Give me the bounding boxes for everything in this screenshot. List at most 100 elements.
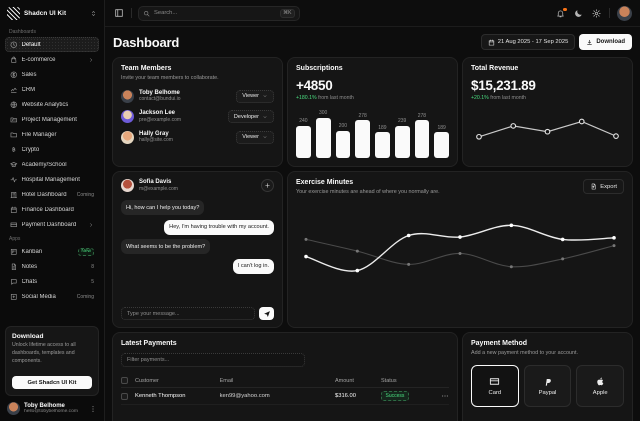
chat-message-received: What seems to be the problem? (121, 239, 211, 255)
sidebar-item-label: Hospital Management (21, 176, 80, 183)
sidebar-item-label: Project Management (21, 116, 77, 123)
payments-table-header: Customer Email Amount Status (121, 374, 449, 388)
column-header-status[interactable]: Status (381, 377, 397, 384)
team-member-row: Jackson Lee pre@example.com Developer (121, 110, 274, 124)
chevron-right-icon (88, 222, 94, 228)
file-text-icon (10, 263, 18, 271)
chat-contact-avatar (121, 179, 134, 192)
member-role-select[interactable]: Developer (227, 110, 274, 124)
total-revenue-card: Total Revenue $15,231.89 +20.1% from las… (462, 57, 633, 167)
sidebar-item-hospital-management[interactable]: Hospital Management (5, 172, 99, 187)
chat-contact-name: Sofia Davis (139, 179, 172, 186)
bar (414, 120, 430, 158)
sidebar-item-label: Crypto (21, 146, 40, 153)
sidebar-item-sales[interactable]: Sales (5, 67, 99, 82)
filter-payments-input[interactable] (121, 353, 305, 367)
clock-icon (10, 41, 18, 49)
date-range-picker[interactable]: 21 Aug 2025 - 17 Sep 2025 (480, 34, 576, 50)
subscriptions-value: +4850 (296, 78, 333, 93)
column-header-customer[interactable]: Customer (135, 377, 159, 384)
settings-button[interactable] (591, 8, 602, 19)
sidebar-item-hotel-dashboard[interactable]: Hotel Dashboard Coming (5, 187, 99, 202)
team-member-row: Toby Belhome contact@bundui.io Viewer (121, 89, 274, 103)
payment-method-label: Card (488, 390, 502, 397)
exercise-line-chart (304, 223, 616, 273)
sidebar-item-label: Sales (21, 71, 37, 78)
bar (315, 117, 331, 158)
global-search[interactable]: ⌘K (138, 5, 300, 21)
chevron-down-icon (262, 114, 268, 120)
sidebar-item-website-analytics[interactable]: Website Analytics (5, 97, 99, 112)
bar-value-label: 200 (338, 123, 348, 130)
column-header-amount[interactable]: Amount (335, 377, 354, 384)
status-badge: Success (381, 391, 409, 401)
new-chat-button[interactable] (261, 179, 274, 192)
export-icon (590, 183, 597, 190)
send-icon (263, 310, 271, 318)
bitcoin-icon (10, 146, 18, 154)
sidebar-toggle-button[interactable] (113, 7, 125, 19)
sidebar-item-chats[interactable]: Chats 5 (5, 274, 99, 289)
calendar-icon (10, 206, 18, 214)
payment-method-card: Payment Method Add a new payment method … (462, 332, 633, 421)
search-input[interactable] (154, 10, 276, 16)
team-member-row: Hally Gray hally@site.com Viewer (121, 130, 274, 144)
sidebar-item-finance-dashboard[interactable]: Finance Dashboard (5, 202, 99, 217)
search-icon (143, 10, 150, 17)
sidebar-item-label: CRM (21, 86, 36, 93)
sidebar-item-social-media[interactable]: Social Media Coming (5, 289, 99, 304)
main-area: ⌘K Dashboard (105, 0, 640, 421)
sidebar-item-kanban[interactable]: Kanban New (5, 244, 99, 259)
member-role-select[interactable]: Viewer (236, 89, 274, 103)
row-checkbox[interactable] (121, 392, 128, 400)
chat-message-input[interactable] (121, 307, 255, 320)
sidebar-item-label: E-commerce (21, 56, 56, 63)
notifications-button[interactable] (555, 7, 567, 19)
payment-method-paypal[interactable]: Paypal (523, 365, 572, 408)
sidebar-item-meta: Coming (76, 293, 94, 300)
topbar: ⌘K (105, 0, 640, 27)
sidebar-item-file-manager[interactable]: File Manager (5, 127, 99, 142)
topbar-avatar[interactable] (617, 5, 632, 21)
sidebar-user[interactable]: Toby Belhome hello@tobybelhome.com (5, 396, 99, 416)
sidebar-item-crm[interactable]: CRM (5, 82, 99, 97)
sidebar-item-project-management[interactable]: Project Management (5, 112, 99, 127)
bar-value-label: 239 (397, 118, 407, 125)
sidebar-item-label: Academy/School (21, 161, 67, 168)
sidebar-item-payment-dashboard[interactable]: Payment Dashboard (5, 217, 99, 232)
subscriptions-change: +180.1% from last month (296, 94, 354, 101)
payment-method-apple[interactable]: Apple (576, 365, 624, 408)
bar-column: 239 (394, 106, 410, 158)
folder-icon (10, 131, 18, 139)
subscriptions-title: Subscriptions (296, 65, 343, 72)
sidebar-item-notes[interactable]: Notes 8 (5, 259, 99, 274)
exercise-minutes-card: Exercise Minutes Your exercise minutes a… (287, 171, 633, 328)
sidebar-item-default[interactable]: Default (5, 37, 99, 52)
download-report-button[interactable]: Download (579, 34, 632, 50)
payment-method-card[interactable]: Card (471, 365, 519, 408)
new-badge: New (78, 247, 94, 256)
member-role-label: Viewer (242, 134, 259, 141)
chat-contact-email: m@example.com (139, 185, 178, 192)
sidebar: Shadcn UI Kit Dashboards Default E-commerc… (0, 0, 105, 421)
bar-value-label: 300 (318, 110, 328, 116)
column-header-email[interactable]: Email (219, 377, 234, 384)
sidebar-item-academy-school[interactable]: Academy/School (5, 157, 99, 172)
member-role-select[interactable]: Viewer (236, 130, 274, 144)
brand-switcher[interactable]: Shadcn UI Kit (5, 6, 99, 25)
export-button[interactable]: Export (583, 179, 624, 194)
payment-customer: Kenneth Thompson (135, 393, 186, 399)
apple-icon (595, 376, 606, 387)
send-message-button[interactable] (259, 307, 274, 320)
row-actions-button[interactable] (433, 392, 449, 400)
theme-toggle-button[interactable] (573, 8, 584, 19)
chevron-down-icon (262, 134, 268, 140)
select-all-checkbox[interactable] (121, 377, 128, 384)
sidebar-item-crypto[interactable]: Crypto (5, 142, 99, 157)
get-ui-kit-button[interactable]: Get Shadcn UI Kit (12, 376, 92, 389)
dashboard-content: Dashboard 21 Aug 2025 - 17 Sep 2025 Down… (105, 27, 640, 421)
sidebar-item-e-commerce[interactable]: E-commerce (5, 52, 99, 67)
user-menu-icon[interactable] (89, 405, 97, 413)
latest-payments-card: Latest Payments Customer Email Amount Statu… (112, 332, 458, 421)
total-revenue-change: +20.1% from last month (471, 94, 526, 101)
